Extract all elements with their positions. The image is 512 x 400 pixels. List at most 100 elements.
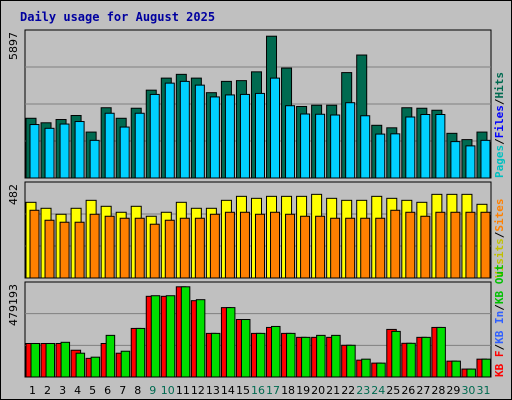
legend-entry: Hits (493, 72, 506, 99)
bar-sites (254, 213, 265, 279)
x-tick-label: 28 (431, 384, 445, 397)
x-tick-label: 23 (356, 384, 370, 397)
bar-files (119, 126, 130, 179)
bar-sites (29, 209, 40, 279)
x-tick-label: 22 (341, 384, 355, 397)
chart-panels: 5897Pages/Files/Hits482Visits/Sites47919… (7, 29, 506, 378)
bar-files (465, 145, 476, 179)
x-tick-label: 4 (74, 384, 81, 397)
bar-kb-out (240, 319, 251, 378)
bar-kb-out (466, 368, 476, 378)
bar-sites (420, 215, 431, 279)
bar-files (194, 84, 205, 179)
x-tick-label: 24 (371, 384, 385, 397)
bar-kb-out (421, 336, 431, 378)
bar-kb-out (271, 325, 281, 378)
bar-kb-out (30, 342, 40, 378)
x-tick-label: 15 (236, 384, 250, 397)
bar-files (209, 96, 220, 179)
bar-sites (179, 217, 190, 279)
legend-entry: KB In (493, 311, 506, 344)
x-tick-label: 11 (176, 384, 190, 397)
bar-kb-out (391, 330, 401, 378)
bar-sites (390, 209, 401, 279)
legend-separator: / (493, 304, 506, 311)
bar-sites (405, 211, 416, 279)
legend-entry: Files (493, 105, 506, 138)
bar-files (420, 114, 431, 179)
bar-sites (104, 215, 115, 279)
max-value-label: 482 (7, 184, 20, 205)
bar-sites (315, 215, 326, 279)
bar-files (375, 133, 386, 179)
bar-kb-out (105, 334, 116, 378)
bar-sites (270, 211, 281, 279)
bar-kb-out (180, 286, 191, 378)
bar-files (390, 133, 401, 179)
bar-sites (119, 217, 130, 279)
bar-sites (330, 217, 341, 279)
bar-sites (74, 221, 85, 279)
bar-sites (194, 217, 205, 279)
bar-files (360, 115, 371, 179)
bar-kb-out (120, 350, 131, 378)
x-tick-label: 31 (476, 384, 490, 397)
x-tick-label: 19 (296, 384, 310, 397)
legend-entry: KB Out (493, 264, 506, 304)
bar-sites (360, 217, 371, 279)
bar-kb-out (195, 299, 206, 378)
bar-kb-out (225, 307, 236, 378)
bar-files (405, 116, 416, 179)
panel-middle: 482 Visits/Sites (7, 181, 506, 279)
bar-files (104, 112, 115, 179)
bar-files (59, 123, 70, 179)
legend-entry: KB F (493, 351, 506, 378)
bar-kb-out (316, 334, 326, 378)
x-tick-label: 27 (416, 384, 430, 397)
bar-files (89, 139, 100, 179)
bar-files (330, 114, 341, 179)
bar-kb-out (90, 356, 101, 378)
legend-bottom: KB F/KB In/KB Out (493, 264, 506, 377)
bar-kb-out (331, 334, 341, 378)
bar-files (285, 105, 296, 179)
bar-sites (224, 211, 235, 279)
x-tick-label: 14 (221, 384, 235, 397)
bar-sites (300, 215, 311, 279)
legend-separator: / (493, 138, 506, 145)
bar-sites (285, 213, 296, 279)
x-tick-label: 13 (206, 384, 220, 397)
max-value-label: 479193 (7, 284, 20, 326)
bar-kb-out (255, 332, 266, 378)
bar-sites (480, 211, 491, 279)
bar-files (345, 102, 356, 179)
bar-sites (149, 223, 160, 279)
legend-entry: Pages (493, 145, 506, 178)
bar-files (239, 93, 250, 179)
x-tick-label: 2 (44, 384, 51, 397)
bar-kb-out (135, 327, 146, 378)
x-tick-label: 9 (149, 384, 156, 397)
x-tick-label: 17 (266, 384, 280, 397)
bar-kb-out (150, 295, 161, 378)
x-axis-labels: 1 2 3 4 5 6 7 8 9 10 11 12 13 14 15 16 17 18 19 20 21 22 23 24 2… (29, 384, 490, 397)
x-tick-label: 18 (281, 384, 295, 397)
x-tick-label: 12 (191, 384, 205, 397)
bar-sites (59, 221, 70, 279)
bar-sites (450, 211, 461, 279)
bar-kb-out (45, 342, 56, 378)
bar-kb-out (210, 332, 221, 378)
bar-files (164, 82, 175, 179)
legend-separator: / (493, 344, 506, 351)
bar-sites (375, 217, 386, 279)
legend-top: Pages/Files/Hits (493, 72, 506, 178)
x-tick-label: 5 (89, 384, 96, 397)
bar-files (149, 93, 160, 179)
x-tick-label: 21 (326, 384, 340, 397)
bar-sites (239, 211, 250, 279)
bar-files (134, 112, 145, 179)
legend-entry: Sites (493, 199, 506, 232)
bar-kb-out (376, 362, 386, 378)
